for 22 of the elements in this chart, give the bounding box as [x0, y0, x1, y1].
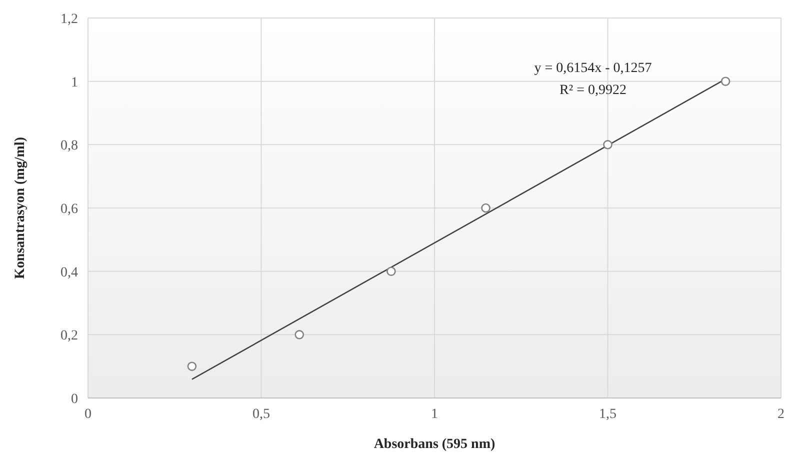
point [603, 140, 612, 150]
y-tick-label: 1 [71, 75, 78, 90]
annotation: R² = 0,9922 [560, 83, 626, 98]
point [386, 266, 396, 276]
y-tick-label: 0 [71, 392, 78, 407]
x-tick-label: 2 [778, 407, 784, 422]
point [481, 203, 490, 213]
y-tick-label: 0,4 [60, 265, 78, 280]
y-tick-label: 1,2 [60, 12, 78, 27]
x-tick-label: 1,5 [599, 407, 616, 422]
x-tick-label: 0,5 [252, 407, 270, 422]
y-axis-title: Konsantrasyon (mg/ml) [13, 136, 28, 279]
point [294, 330, 304, 340]
x-tick-label: 1 [431, 407, 438, 422]
x-tick-label: 0 [84, 407, 92, 422]
point [720, 76, 730, 86]
y-tick-label: 0,8 [60, 138, 78, 154]
annotation: y = 0,6154x - 0,1257 [534, 61, 652, 76]
x-axis-title: Absorbans (595 nm) [374, 437, 496, 452]
y-tick-label: 0,6 [60, 202, 78, 217]
point [187, 362, 197, 371]
y-tick-label: 0,2 [60, 328, 78, 344]
